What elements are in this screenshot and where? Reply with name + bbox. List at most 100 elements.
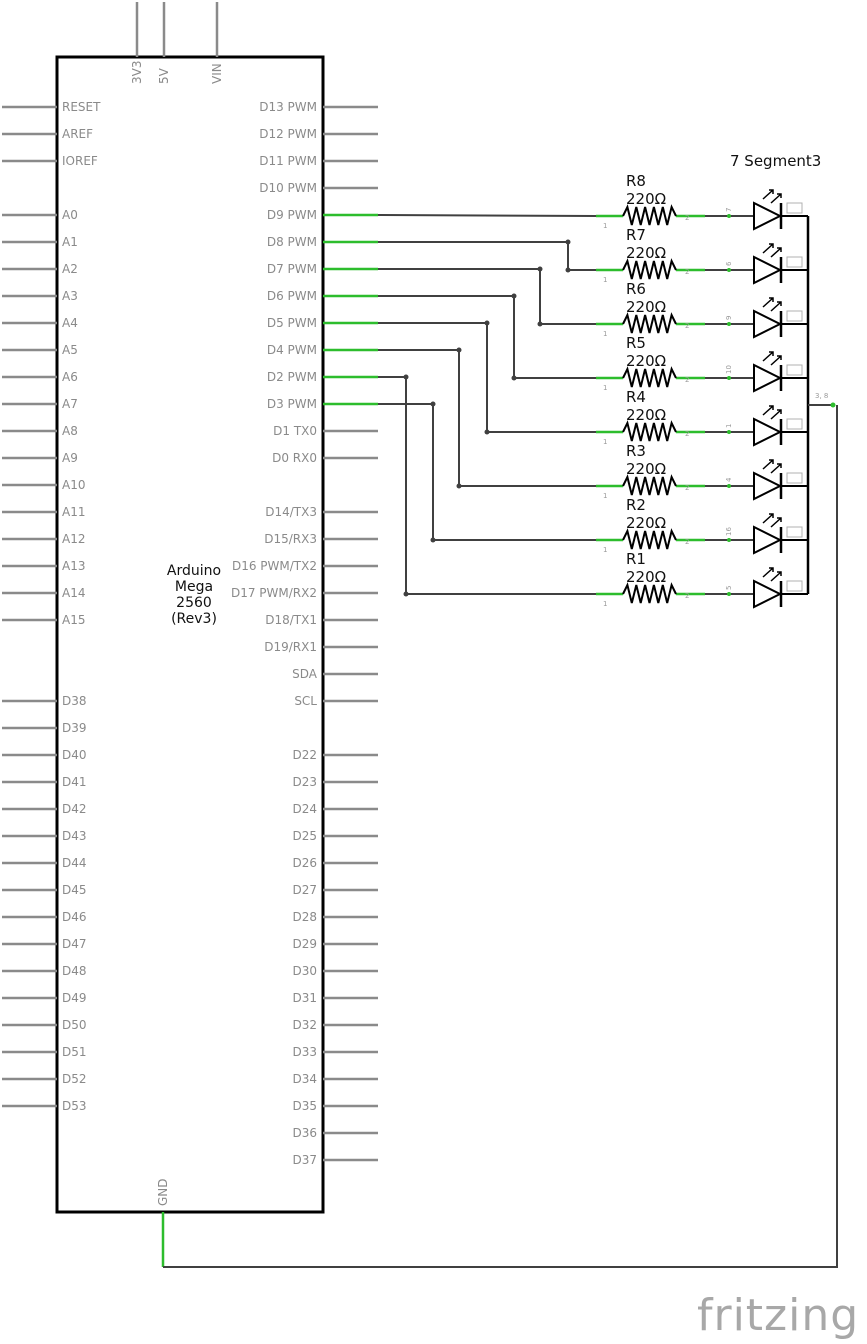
resistor-body: [622, 258, 677, 280]
pin-label: D40: [62, 748, 87, 762]
resistor-pin-number: 2: [685, 268, 689, 276]
board-name-line: Arduino: [167, 563, 221, 579]
pin-label: D17 PWM/RX2: [231, 586, 317, 600]
wire-d2-pwm-to-r1: [378, 376, 596, 595]
left-pin-header: RESET AREF IOREF A0 A1 A2 A3 A4 A5 A6 A7 A8 A9 A10 A11…: [2, 100, 101, 1113]
segment-glyph: [786, 526, 803, 538]
segment-pin-marker: [727, 430, 731, 434]
pin-label: D52: [62, 1072, 87, 1086]
fritzing-logo: fritzing: [697, 1290, 859, 1341]
led-triangle: [753, 255, 783, 285]
pin-label: A9: [62, 451, 78, 465]
pin-label: D30: [292, 964, 317, 978]
pin-label: A13: [62, 559, 85, 573]
pin-label: A12: [62, 532, 85, 546]
led-emission-arrow: [762, 567, 774, 578]
led-emission-arrow: [770, 571, 782, 582]
pin-label: SDA: [292, 667, 318, 681]
board-name-line: Mega: [175, 579, 213, 595]
resistor-body: [622, 474, 677, 496]
display-common-pin-number: 3, 8: [815, 392, 828, 400]
wire-d6-pwm-to-r5: [378, 295, 596, 379]
resistor-pin-number: 2: [685, 538, 689, 546]
resistor-value: 220Ω: [626, 568, 666, 586]
resistor-pin-number: 1: [603, 492, 607, 500]
pin-label: 5V: [157, 67, 171, 84]
board-name-line: 2560: [176, 595, 212, 611]
led-emission-arrow: [770, 247, 782, 258]
resistor-pin-number: 1: [603, 438, 607, 446]
pin-label: A15: [62, 613, 85, 627]
wire-d7-pwm-to-r6: [378, 268, 596, 325]
segment-glyph: [786, 418, 803, 430]
resistor-value: 220Ω: [626, 406, 666, 424]
pin-label: D47: [62, 937, 87, 951]
pin-label: D35: [292, 1099, 317, 1113]
led-emission-arrow: [770, 193, 782, 204]
pin-label: D4 PWM: [267, 343, 317, 357]
led-triangle: [753, 579, 783, 609]
pin-label: D42: [62, 802, 87, 816]
resistor-name: R7: [626, 226, 646, 244]
led-emission-arrow: [770, 463, 782, 474]
pin-label: D46: [62, 910, 87, 924]
segment-glyph: [786, 310, 803, 322]
led-triangle: [753, 309, 783, 339]
wire-d9-pwm-to-r8: [377, 214, 597, 217]
led-emission-arrow: [762, 243, 774, 254]
segment-pin-number: 10: [725, 365, 733, 374]
led-emission-arrow: [770, 409, 782, 420]
pin-label: D26: [292, 856, 317, 870]
resistor-value: 220Ω: [626, 244, 666, 262]
pin-label: D31: [292, 991, 317, 1005]
gnd-pin: GND: [156, 1178, 170, 1267]
pin-label: D0 RX0: [272, 451, 317, 465]
pin-label: A0: [62, 208, 78, 222]
resistor-name: R1: [626, 550, 646, 568]
pin-label: D34: [292, 1072, 317, 1086]
pin-label: D12 PWM: [259, 127, 317, 141]
pin-label: D6 PWM: [267, 289, 317, 303]
resistor-pin-number: 1: [603, 600, 607, 608]
pin-label: A8: [62, 424, 78, 438]
pin-label: D44: [62, 856, 87, 870]
resistor-body: [622, 582, 677, 604]
resistor-pin-number: 1: [603, 276, 607, 284]
pin-label: D50: [62, 1018, 87, 1032]
wire-d8-pwm-to-r7: [378, 241, 596, 271]
pin-label: D48: [62, 964, 87, 978]
pin-label: D16 PWM/TX2: [232, 559, 317, 573]
resistor-body: [622, 528, 677, 550]
led-emission-arrow: [762, 189, 774, 200]
pin-label: GND: [156, 1178, 170, 1206]
resistor-value: 220Ω: [626, 298, 666, 316]
pin-label: D25: [292, 829, 317, 843]
segment-pin-number: 16: [725, 527, 733, 536]
pin-label: D7 PWM: [267, 262, 317, 276]
pin-label: D19/RX1: [264, 640, 317, 654]
pin-label: D38: [62, 694, 87, 708]
segment-glyph: [786, 472, 803, 484]
resistor-pin-number: 1: [603, 546, 607, 554]
pin-label: D32: [292, 1018, 317, 1032]
pin-label: D28: [292, 910, 317, 924]
pin-label: SCL: [294, 694, 317, 708]
pin-label: D18/TX1: [265, 613, 317, 627]
top-pin-header: 3V3 5V VIN: [130, 2, 224, 84]
resistor-value: 220Ω: [626, 352, 666, 370]
wire-d5-pwm-to-r4: [378, 322, 596, 433]
pin-label: D43: [62, 829, 87, 843]
pin-label: A7: [62, 397, 78, 411]
pin-label: D23: [292, 775, 317, 789]
led-emission-arrow: [770, 355, 782, 366]
resistor-pin-number: 2: [685, 484, 689, 492]
segment-pin-marker: [727, 484, 731, 488]
pin-label: D51: [62, 1045, 87, 1059]
resistor-value: 220Ω: [626, 190, 666, 208]
led-emission-arrow: [762, 405, 774, 416]
